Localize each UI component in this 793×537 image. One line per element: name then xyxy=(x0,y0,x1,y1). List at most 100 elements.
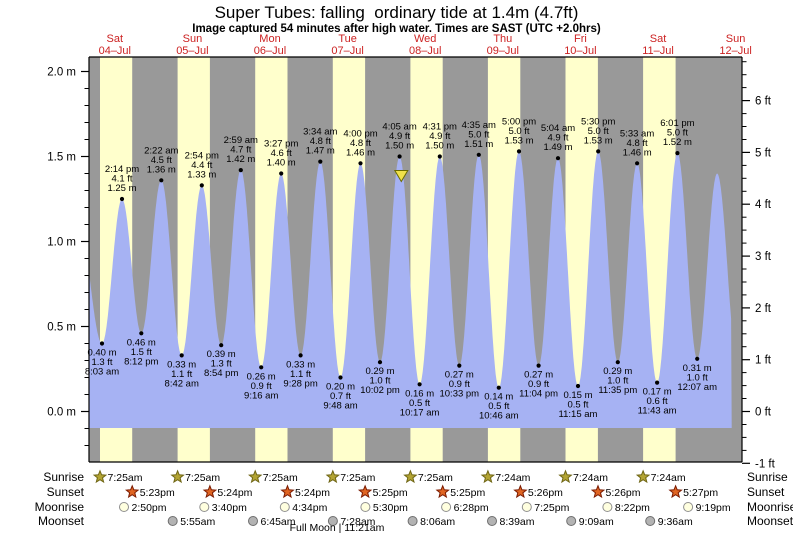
sunrise-icon xyxy=(635,469,651,484)
high-tide-point xyxy=(476,152,481,157)
high-tide-point xyxy=(397,154,402,159)
right-axis-tick-label: 6 ft xyxy=(755,96,772,108)
sunset-icon xyxy=(202,484,218,499)
day-name-label: Sun xyxy=(183,33,203,45)
moonset-time: 9:36am xyxy=(658,516,693,528)
left-axis-tick-label: 0.5 m xyxy=(47,322,76,334)
moonset-icon xyxy=(566,516,577,526)
sunrise-time: 7:25am xyxy=(340,472,375,484)
moonset-icon xyxy=(645,516,656,526)
high-tide-point xyxy=(199,183,204,188)
low-tide-point xyxy=(615,360,620,365)
sunrise-icon xyxy=(92,469,108,484)
low-tide-label: 0.33 m 1.1 ft 8:42 am xyxy=(165,359,199,389)
row-label-moonset-left: Moonset xyxy=(38,514,85,528)
sunset-icon xyxy=(357,484,373,499)
sunset-time: 5:27pm xyxy=(683,487,718,499)
right-axis-tick-label: 5 ft xyxy=(755,147,772,159)
moonset-time: 7:28am xyxy=(340,516,375,528)
right-axis-tick-label: -1 ft xyxy=(755,458,776,470)
row-label-sunrise-left: Sunrise xyxy=(43,470,84,484)
low-tide-label: 0.40 m 1.3 ft 8:03 am xyxy=(85,348,119,378)
day-date-label: 10–Jul xyxy=(564,45,596,57)
day-date-label: 05–Jul xyxy=(176,45,208,57)
low-tide-point xyxy=(457,363,462,368)
low-tide-point xyxy=(655,380,660,385)
right-axis-tick-label: 1 ft xyxy=(755,355,772,367)
low-tide-label: 0.15 m 0.5 ft 11:15 am xyxy=(559,390,598,420)
high-tide-point xyxy=(437,154,442,159)
day-name-label: Sun xyxy=(726,33,746,45)
moonrise-time: 3:40pm xyxy=(212,502,247,514)
high-tide-label: 4:00 pm 4.8 ft 1.46 m xyxy=(343,128,377,158)
low-tide-point xyxy=(575,383,581,389)
high-tide-point xyxy=(159,178,164,183)
sunrise-icon xyxy=(170,469,185,484)
low-tide-point xyxy=(219,343,224,348)
low-tide-point xyxy=(496,385,501,390)
low-tide-label: 0.29 m 1.0 ft 10:02 pm xyxy=(360,366,400,396)
sunrise-icon xyxy=(325,469,341,484)
moonrise-time: 6:28pm xyxy=(454,502,489,514)
low-tide-label: 0.26 m 0.9 ft 9:16 am xyxy=(244,371,278,401)
low-tide-point xyxy=(417,382,422,387)
sunset-icon xyxy=(435,484,450,499)
high-tide-point xyxy=(555,156,561,161)
moonset-time: 9:09am xyxy=(579,516,614,528)
sunset-icon xyxy=(668,484,683,499)
day-date-label: 04–Jul xyxy=(99,45,131,57)
sunset-time: 5:24pm xyxy=(295,487,330,499)
right-axis-tick-label: 2 ft xyxy=(755,303,772,315)
sunrise-icon xyxy=(558,469,573,484)
moonrise-time: 8:22pm xyxy=(615,502,650,514)
moonrise-time: 4:34pm xyxy=(292,502,327,514)
moonrise-icon xyxy=(360,502,371,512)
sunset-time: 5:26pm xyxy=(606,487,641,499)
high-tide-point xyxy=(279,171,284,176)
chart-title: Super Tubes: falling ordinary tide at 1.… xyxy=(214,3,579,22)
low-tide-label: 0.17 m 0.6 ft 11:43 am xyxy=(638,387,677,417)
moonrise-time: 5:30pm xyxy=(373,502,408,514)
moonset-icon xyxy=(487,516,497,526)
left-axis-tick-label: 2.0 m xyxy=(47,67,76,79)
day-name-label: Fri xyxy=(574,33,587,45)
day-date-label: 07–Jul xyxy=(331,45,363,57)
row-label-sunset-right: Sunset xyxy=(747,485,785,499)
low-tide-label: 0.27 m 0.9 ft 10:33 pm xyxy=(439,370,479,400)
row-label-moonset-right: Moonset xyxy=(747,514,793,528)
day-name-label: Mon xyxy=(259,33,280,45)
low-tide-label: 0.46 m 1.5 ft 8:12 pm xyxy=(124,337,158,367)
high-tide-label: 2:59 am 4.7 ft 1.42 m xyxy=(224,135,258,165)
row-label-moonrise-right: Moonrise xyxy=(747,500,793,514)
sunset-icon xyxy=(590,484,606,499)
day-date-label: 11–Jul xyxy=(642,45,674,57)
low-tide-label: 0.20 m 0.7 ft 9:48 am xyxy=(323,382,357,412)
high-tide-label: 4:31 pm 4.9 ft 1.50 m xyxy=(423,122,457,152)
low-tide-label: 0.16 m 0.5 ft 10:17 am xyxy=(400,388,440,418)
moonset-time: 6:45am xyxy=(261,516,296,528)
row-label-sunset-left: Sunset xyxy=(47,485,85,499)
sunset-time: 5:25pm xyxy=(373,487,408,499)
chart-subtitle: Image captured 54 minutes after high wat… xyxy=(192,23,601,35)
moonset-time: 5:55am xyxy=(180,516,215,528)
high-tide-point xyxy=(358,161,363,166)
tide-area-curve xyxy=(89,151,732,428)
high-tide-label: 5:00 pm 5.0 ft 1.53 m xyxy=(502,116,536,146)
sunset-time: 5:26pm xyxy=(528,487,563,499)
row-label-sunrise-right: Sunrise xyxy=(747,470,788,484)
low-tide-point xyxy=(298,353,303,358)
right-axis-tick-label: 3 ft xyxy=(755,251,772,263)
high-tide-label: 5:33 am 4.8 ft 1.46 m xyxy=(620,128,654,158)
high-tide-point xyxy=(596,149,601,154)
moonset-icon xyxy=(407,516,418,526)
low-tide-point xyxy=(377,360,383,365)
high-tide-point xyxy=(318,159,323,164)
left-axis-tick-label: 1.5 m xyxy=(47,152,76,164)
moonrise-time: 2:50pm xyxy=(132,502,167,514)
high-tide-point xyxy=(675,151,680,156)
sunrise-time: 7:24am xyxy=(651,472,686,484)
high-tide-label: 2:22 am 4.5 ft 1.36 m xyxy=(144,145,178,175)
low-tide-point xyxy=(139,331,144,336)
